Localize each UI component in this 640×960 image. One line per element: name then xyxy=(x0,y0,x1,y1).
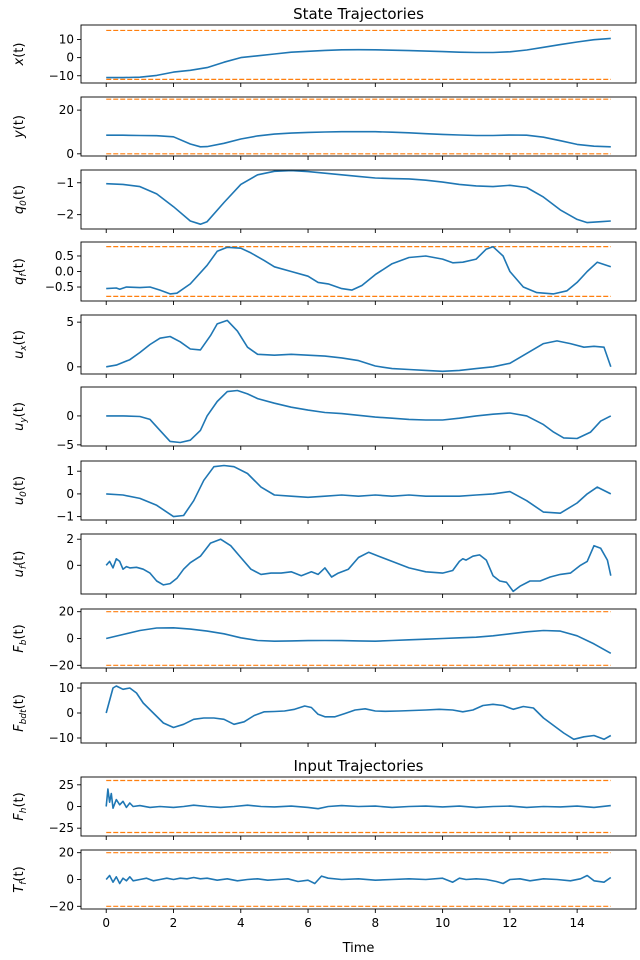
y-tick-label: 0 xyxy=(66,51,74,65)
y-tick-label: 0 xyxy=(66,558,74,572)
y-axis-label: uy(t) xyxy=(12,402,29,431)
series-line xyxy=(105,788,611,810)
x-axis-label: Time xyxy=(342,941,375,956)
y-tick-label: 0 xyxy=(66,409,74,423)
x-tick-label: 4 xyxy=(237,916,245,930)
x-tick-label: 8 xyxy=(371,916,379,930)
x-tick-label: 0 xyxy=(102,916,110,930)
y-tick-label: 0.5 xyxy=(55,249,74,263)
y-tick-label: −20 xyxy=(49,658,74,672)
x-tick-label: 6 xyxy=(304,916,312,930)
series-line xyxy=(106,245,612,295)
series-line xyxy=(106,389,612,444)
series-line xyxy=(106,169,611,225)
y-tick-label: −2 xyxy=(56,208,74,222)
axes-frame xyxy=(80,533,637,595)
y-tick-label: −1 xyxy=(56,176,74,190)
y-tick-label: 0 xyxy=(66,147,74,161)
series-line xyxy=(106,37,611,79)
y-tick-label: 0.0 xyxy=(55,265,74,279)
y-tick-label: 1 xyxy=(66,464,74,478)
y-tick-label: −1 xyxy=(56,510,74,524)
y-tick-label: 0 xyxy=(66,487,74,501)
y-tick-label: 5 xyxy=(66,315,74,329)
axes-frame xyxy=(80,314,637,375)
x-tick-label: 14 xyxy=(569,916,584,930)
y-tick-label: 0 xyxy=(66,632,74,646)
panel-title: State Trajectories xyxy=(293,5,424,23)
series-line xyxy=(105,538,612,593)
axes-frame xyxy=(80,386,637,447)
y-axis-label: Tf(t) xyxy=(12,866,29,892)
x-tick-label: 10 xyxy=(435,916,450,930)
y-axis-label: Fbdt(t) xyxy=(12,694,29,732)
y-tick-label: 0 xyxy=(66,800,74,814)
axes-frame xyxy=(80,682,637,744)
y-axis-label: x(t) xyxy=(12,43,27,67)
y-axis-label: qf(t) xyxy=(12,258,29,285)
y-axis-label: uf(t) xyxy=(12,551,29,578)
x-tick-label: 12 xyxy=(502,916,517,930)
y-tick-label: 2 xyxy=(66,532,74,546)
y-tick-label: −5 xyxy=(56,438,74,452)
y-tick-label: 20 xyxy=(59,846,74,860)
axes-frame xyxy=(80,460,637,521)
y-tick-label: 10 xyxy=(59,681,74,695)
y-tick-label: 20 xyxy=(59,605,74,619)
y-tick-label: −25 xyxy=(49,821,74,835)
y-tick-label: −20 xyxy=(49,899,74,913)
series-line xyxy=(106,130,611,148)
y-axis-label: q0(t) xyxy=(12,185,29,214)
y-axis-label: ux(t) xyxy=(12,330,29,359)
y-tick-label: 10 xyxy=(59,33,74,47)
axes-frame xyxy=(80,169,637,230)
y-axis-label: Fh(t) xyxy=(12,792,29,820)
axes-frame xyxy=(80,24,637,84)
y-tick-label: −0.5 xyxy=(45,280,74,294)
y-axis-label: Fb(t) xyxy=(12,624,29,652)
y-tick-label: 20 xyxy=(59,103,74,117)
y-tick-label: 0 xyxy=(66,873,74,887)
panel-title: Input Trajectories xyxy=(293,757,423,775)
series-line xyxy=(105,874,612,885)
y-tick-label: 0 xyxy=(66,360,74,374)
y-tick-label: −10 xyxy=(49,69,74,83)
series-line xyxy=(105,685,612,741)
axes-frame xyxy=(80,96,637,157)
y-tick-label: 0 xyxy=(66,706,74,720)
axes-frame xyxy=(80,608,637,669)
series-line xyxy=(106,319,612,373)
series-line xyxy=(106,627,612,654)
y-tick-label: 25 xyxy=(59,778,74,792)
x-tick-label: 2 xyxy=(170,916,178,930)
y-tick-label: −10 xyxy=(49,731,74,745)
series-line xyxy=(106,464,612,518)
y-axis-label: u0(t) xyxy=(12,476,29,505)
y-axis-label: y(t) xyxy=(12,115,27,139)
